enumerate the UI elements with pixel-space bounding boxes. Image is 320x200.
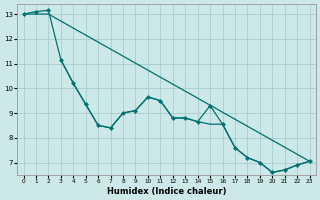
X-axis label: Humidex (Indice chaleur): Humidex (Indice chaleur) <box>107 187 226 196</box>
